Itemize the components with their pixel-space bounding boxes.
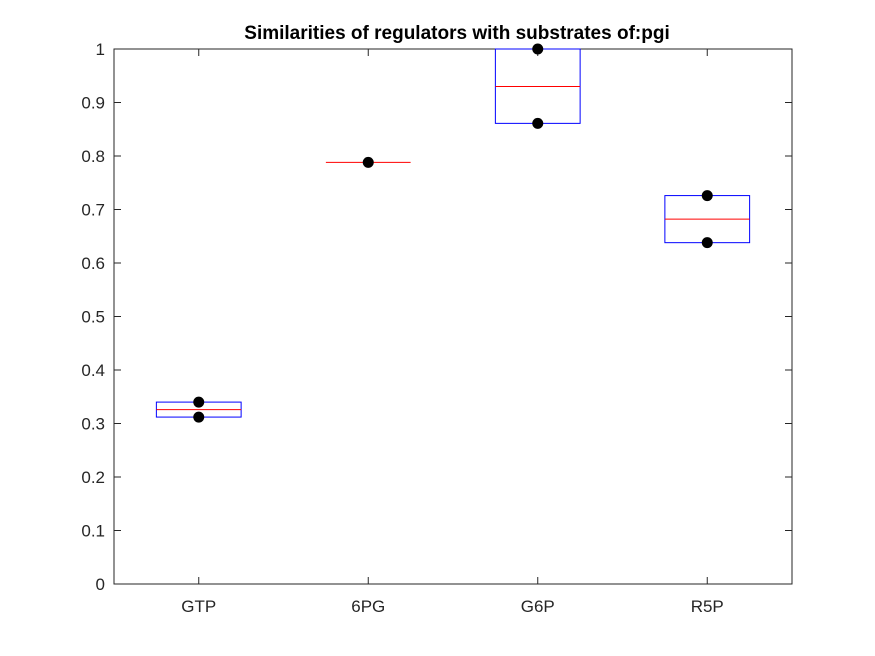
chart-title: Similarities of regulators with substrat… (244, 23, 669, 44)
x-tick-label: G6P (521, 597, 555, 616)
plot-area-frame (113, 48, 793, 585)
data-point-GTP (193, 411, 205, 423)
data-point-G6P (532, 43, 544, 55)
x-axis: GTP 6PG G6P R5P (181, 49, 724, 616)
y-tick-label: 0.5 (81, 308, 105, 327)
boxes-group (155, 48, 751, 418)
y-tick-label: 0.6 (81, 254, 105, 273)
x-tick-label: R5P (691, 597, 724, 616)
x-tick-label: GTP (181, 597, 216, 616)
data-point-R5P (701, 190, 713, 202)
points-group (193, 43, 713, 423)
y-tick-label: 1 (96, 40, 105, 59)
y-tick-label: 0.4 (81, 361, 105, 380)
y-tick-label: 0.3 (81, 415, 105, 434)
y-tick-label: 0 (96, 575, 105, 594)
x-tick-label: 6PG (351, 597, 385, 616)
y-tick-label: 0.1 (81, 522, 105, 541)
data-point-6PG (362, 156, 374, 168)
y-tick-label: 0.9 (81, 94, 105, 113)
data-point-R5P (701, 237, 713, 249)
y-tick-label: 0.2 (81, 468, 105, 487)
y-axis: 0 0.1 0.2 0.3 0.4 0.5 0.6 0.7 0.8 0.9 1 (81, 40, 792, 594)
data-point-G6P (532, 117, 544, 129)
y-tick-label: 0.7 (81, 201, 105, 220)
data-point-GTP (193, 396, 205, 408)
y-tick-label: 0.8 (81, 147, 105, 166)
